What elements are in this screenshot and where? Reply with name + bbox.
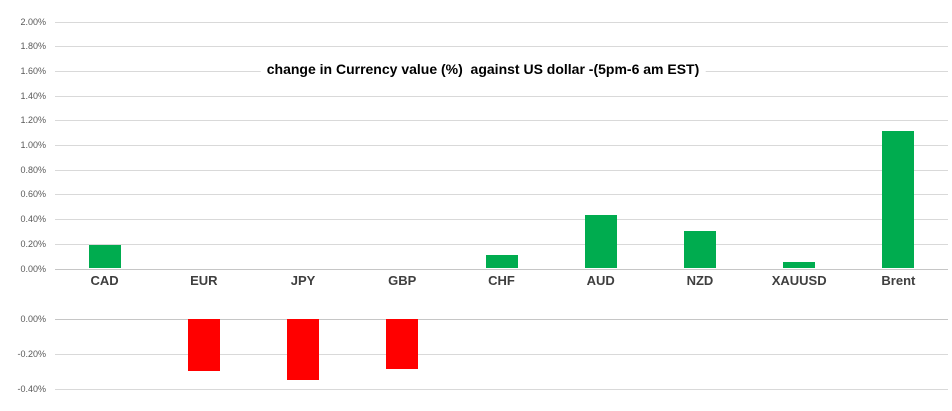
category-label-chf: CHF [488, 273, 515, 288]
category-label-nzd: NZD [686, 273, 714, 288]
y-axis-tick-label: 0.60% [20, 189, 46, 200]
gridline [55, 243, 948, 245]
y-axis-tick-label: 0.40% [20, 214, 46, 225]
bar-xauusd [783, 262, 816, 269]
bar-jpy [287, 318, 320, 380]
y-axis-tick-label: 0.80% [20, 164, 46, 175]
y-axis-tick-label: 2.00% [20, 16, 46, 27]
gridline [55, 95, 948, 97]
x-axis-line-negative [55, 318, 948, 320]
bar-cad [88, 245, 121, 269]
gridline [55, 145, 948, 146]
y-axis-tick-label: 1.00% [20, 140, 46, 150]
bar-brent [882, 131, 915, 269]
gridline [55, 194, 948, 196]
y-axis-tick-label: 1.40% [20, 90, 46, 101]
gridline [55, 353, 948, 355]
category-label-eur: EUR [190, 273, 218, 288]
gridline [55, 46, 948, 48]
gridline [55, 169, 948, 171]
gridline [55, 21, 948, 23]
bar-nzd [683, 231, 716, 269]
y-axis-tick-label: -0.20% [17, 348, 46, 359]
bar-gbp [386, 318, 419, 370]
chart-title: change in Currency value (%) against US … [260, 61, 706, 77]
category-label-cad: CAD [90, 273, 119, 288]
gridline [55, 120, 948, 122]
x-axis-line-positive [55, 268, 948, 270]
y-axis-tick-label: 0.00% [20, 313, 46, 324]
gridline [55, 388, 948, 390]
y-axis-tick-label: 1.60% [20, 65, 46, 76]
category-label-xauusd: XAUUSD [771, 273, 827, 288]
gridline [55, 219, 948, 221]
category-label-brent: Brent [881, 273, 916, 288]
bar-chf [485, 254, 518, 269]
y-axis-tick-label: 1.80% [20, 41, 46, 52]
category-label-aud: AUD [586, 273, 615, 288]
y-axis-tick-label: -0.40% [17, 383, 46, 394]
category-label-gbp: GBP [388, 273, 417, 288]
bar-aud [584, 215, 617, 269]
bar-eur [187, 318, 220, 371]
category-label-jpy: JPY [290, 273, 316, 288]
y-axis-tick-label: 0.20% [20, 238, 46, 249]
y-axis-tick-label: 0.00% [20, 263, 46, 274]
y-axis-tick-label: 1.20% [20, 115, 46, 126]
